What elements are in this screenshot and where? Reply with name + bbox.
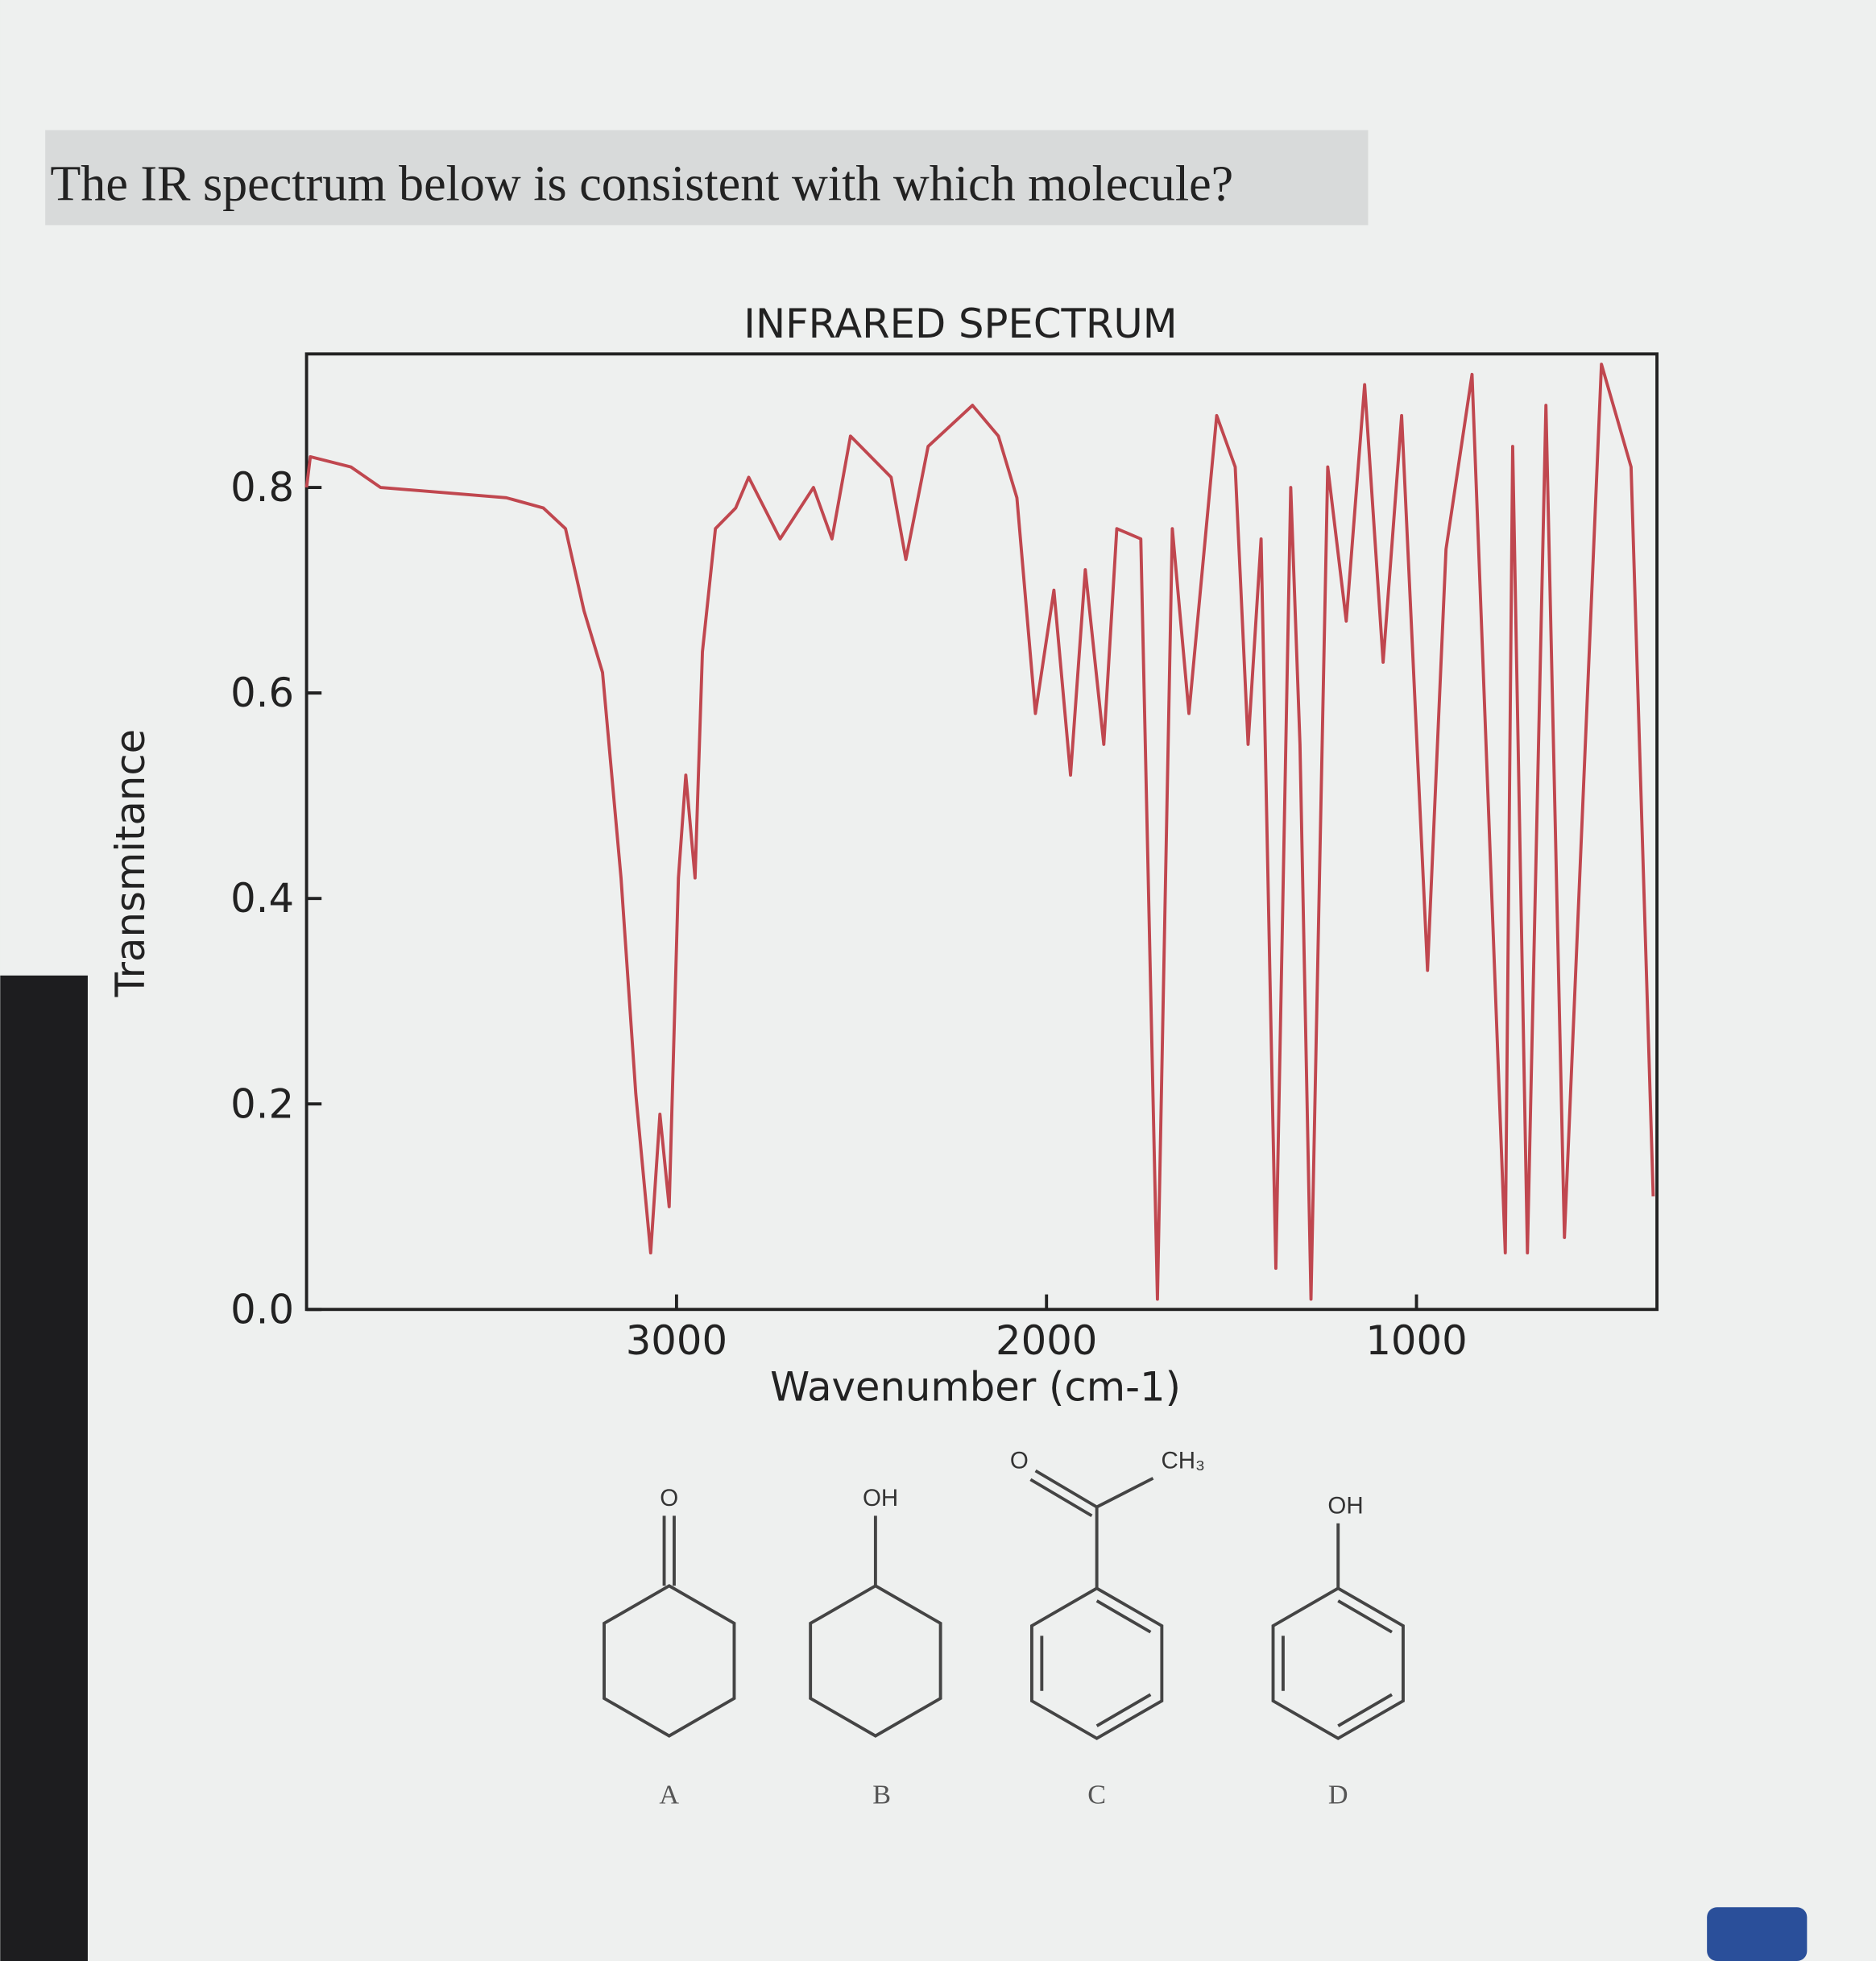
- option-label: A: [659, 1780, 679, 1810]
- question-box: [45, 130, 1369, 226]
- y-tick-label: 0.8: [230, 464, 294, 511]
- y-tick-label: 0.4: [230, 875, 294, 922]
- atom-label: O: [1010, 1447, 1029, 1474]
- y-tick-label: 0.0: [230, 1286, 294, 1333]
- bond: [1095, 1599, 1152, 1634]
- option-label: C: [1087, 1780, 1106, 1810]
- ring: [1271, 1586, 1405, 1740]
- question: The IR spectrum below is consistent with…: [50, 156, 1233, 211]
- option-label: D: [1328, 1780, 1348, 1810]
- monitor-edge: [0, 975, 88, 1961]
- atom-label: CH₃: [1161, 1447, 1205, 1474]
- molecules: O A OH B O CH₃ C OH D: [603, 1447, 1405, 1810]
- bond: [1029, 1478, 1093, 1518]
- plot-frame: [304, 352, 1659, 1312]
- option-label: B: [872, 1780, 891, 1810]
- atom-label: O: [660, 1485, 678, 1511]
- chart: INFRARED SPECTRUM Wavenumber (cm-1) Tran…: [107, 301, 1659, 1411]
- x-tick-label: 2000: [996, 1317, 1097, 1364]
- bond: [1095, 1477, 1154, 1509]
- atom-label: OH: [863, 1485, 898, 1511]
- x-tick-label: 3000: [626, 1317, 727, 1364]
- ring: [603, 1584, 736, 1738]
- y-tick-label: 0.6: [230, 670, 294, 716]
- ring: [1029, 1586, 1164, 1740]
- atom-label: OH: [1327, 1492, 1363, 1519]
- chart-title: INFRARED SPECTRUM: [743, 301, 1177, 347]
- y-axis-label: Transmitance: [107, 729, 154, 998]
- bond: [1095, 1693, 1152, 1727]
- chat-button[interactable]: [1707, 1907, 1808, 1961]
- spectrum-line: [304, 363, 1655, 1301]
- x-tick-label: 1000: [1365, 1317, 1467, 1364]
- bond: [1337, 1693, 1393, 1727]
- ring: [809, 1584, 942, 1738]
- x-axis-label: Wavenumber (cm-1): [770, 1364, 1181, 1411]
- bond: [1034, 1469, 1098, 1509]
- bond: [1337, 1599, 1393, 1634]
- y-tick-label: 0.2: [230, 1080, 294, 1127]
